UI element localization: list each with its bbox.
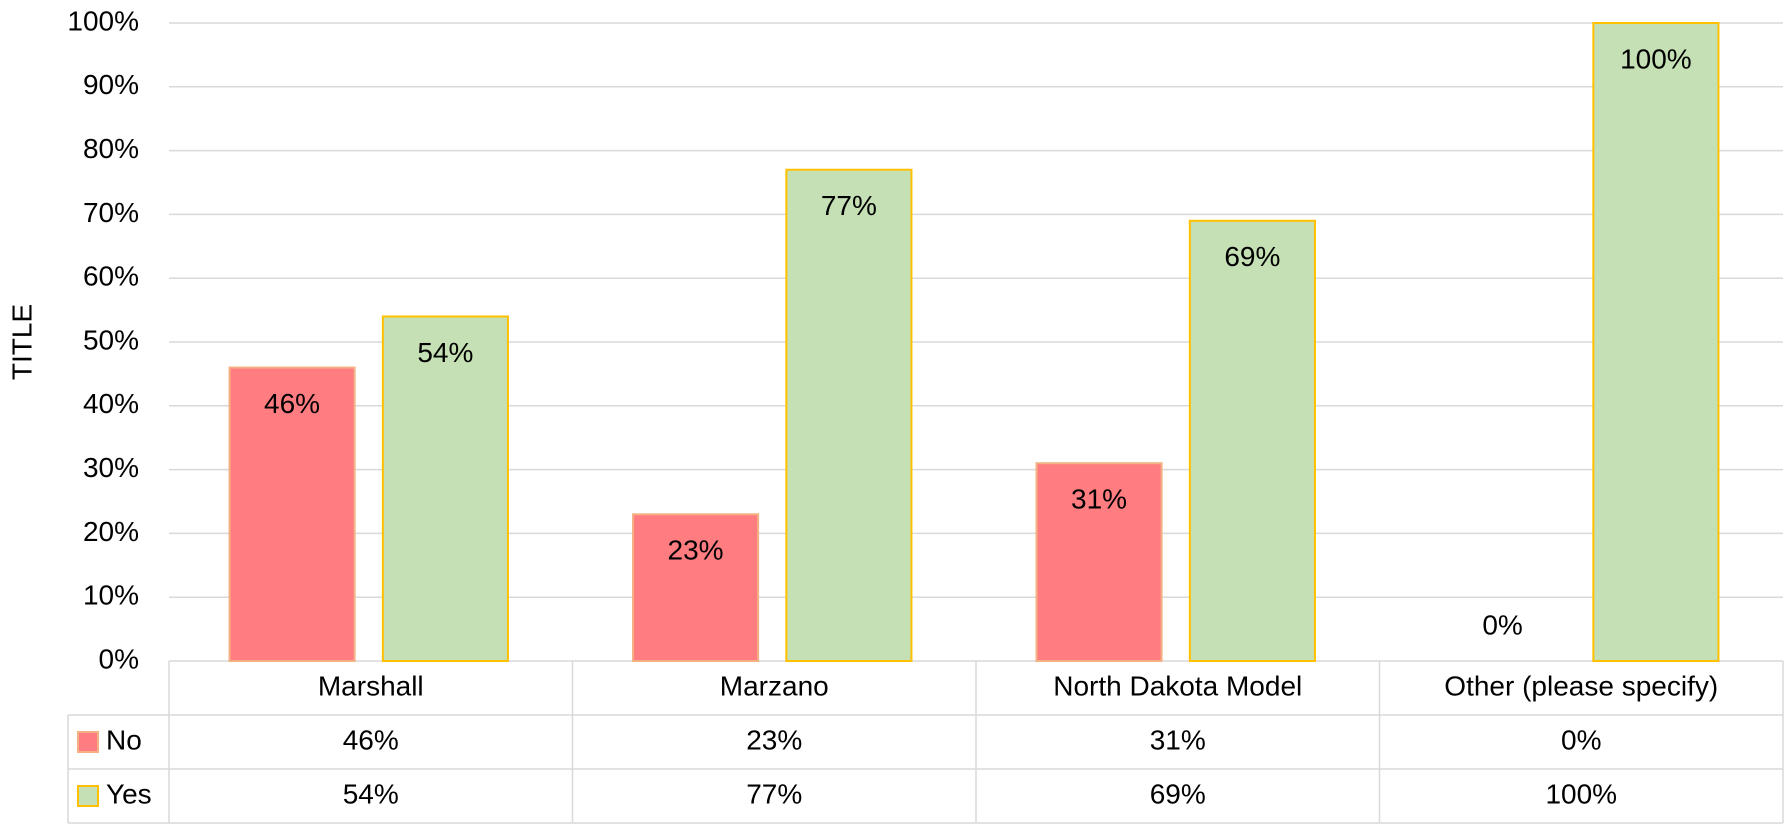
legend-key (77, 731, 99, 753)
y-tick-label: 10% (83, 580, 139, 611)
table-cell: 46% (343, 724, 399, 755)
y-tick-label: 40% (83, 388, 139, 419)
data-label: 31% (1071, 484, 1127, 515)
y-axis-label: TITLE (6, 304, 37, 380)
x-tick-label: Marshall (318, 670, 424, 701)
table-cell: 23% (746, 724, 802, 755)
bar (785, 168, 913, 663)
data-label: 100% (1620, 43, 1692, 74)
data-label: 54% (417, 337, 473, 368)
y-tick-label: 60% (83, 261, 139, 292)
data-label: 23% (668, 535, 724, 566)
y-tick-label: 20% (83, 516, 139, 547)
bar (228, 366, 356, 662)
x-tick-label: Marzano (720, 670, 829, 701)
table-cell: 100% (1545, 778, 1617, 809)
data-label: 77% (821, 190, 877, 221)
bar (1188, 219, 1316, 662)
y-tick-label: 80% (83, 133, 139, 164)
y-tick-label: 70% (83, 197, 139, 228)
legend-label: No (106, 724, 142, 755)
data-label: 0% (1482, 609, 1522, 640)
x-tick-label: Other (please specify) (1444, 670, 1718, 701)
table-cell: 31% (1150, 724, 1206, 755)
bar (632, 513, 760, 663)
x-tick-label: North Dakota Model (1053, 670, 1302, 701)
table-cell: 69% (1150, 778, 1206, 809)
bar (1592, 22, 1720, 662)
data-label: 46% (264, 388, 320, 419)
legend-label: Yes (106, 778, 152, 809)
legend-key (77, 785, 99, 807)
y-tick-label: 50% (83, 324, 139, 355)
bar (1035, 462, 1163, 662)
y-tick-label: 30% (83, 452, 139, 483)
table-cell: 77% (746, 778, 802, 809)
y-tick-label: 90% (83, 69, 139, 100)
y-tick-label: 0% (99, 643, 139, 674)
y-tick-label: 100% (67, 5, 139, 36)
table-cell: 0% (1561, 724, 1601, 755)
table-cell: 54% (343, 778, 399, 809)
bar (381, 315, 509, 662)
data-label: 69% (1224, 241, 1280, 272)
